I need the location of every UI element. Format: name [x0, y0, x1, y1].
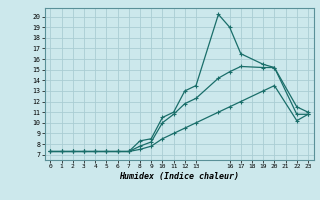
X-axis label: Humidex (Indice chaleur): Humidex (Indice chaleur)	[119, 172, 239, 181]
